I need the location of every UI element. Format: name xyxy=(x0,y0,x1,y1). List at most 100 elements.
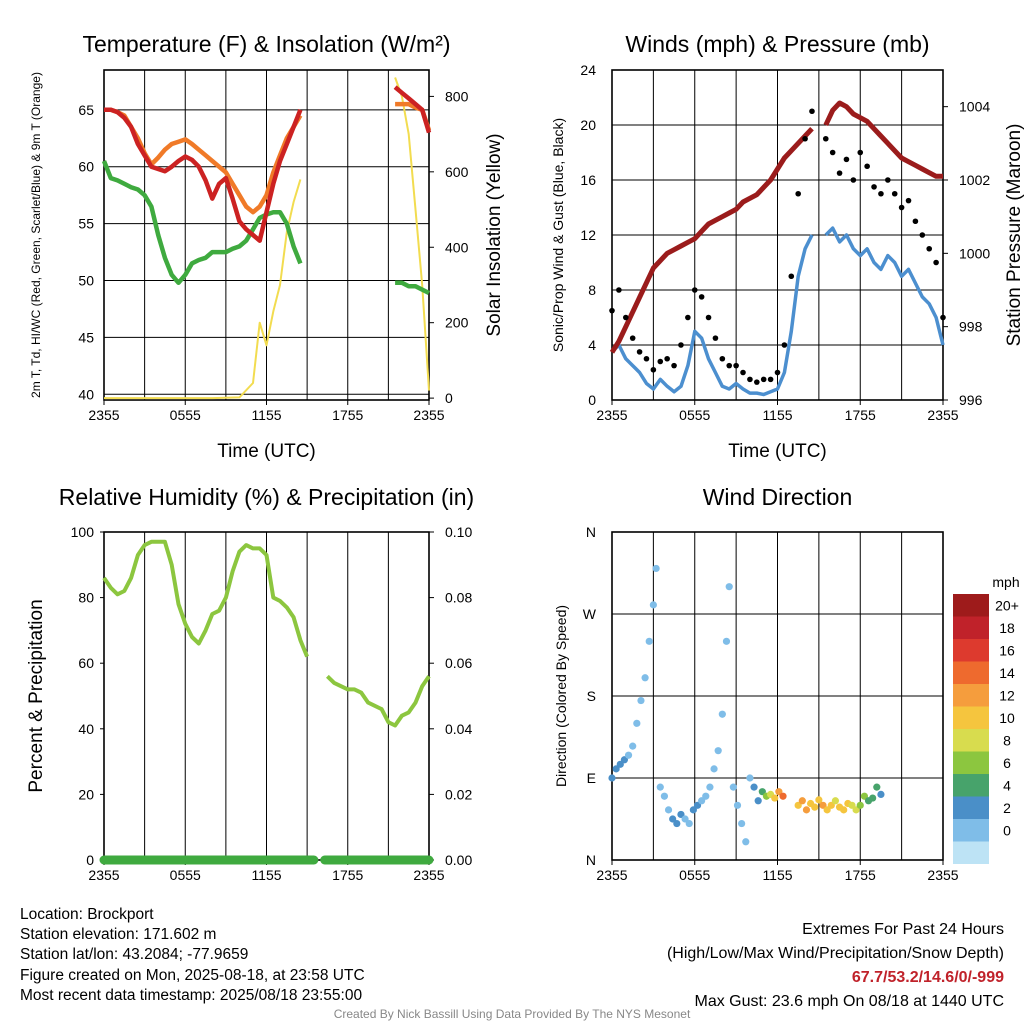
direction-point xyxy=(677,810,685,819)
gust-point xyxy=(678,342,684,348)
direction-point xyxy=(754,797,762,805)
direction-point xyxy=(802,806,811,814)
extremes-subtitle: (High/Low/Max Wind/Precipitation/Snow De… xyxy=(666,945,1004,962)
x-tick-label: 2355 xyxy=(88,867,119,883)
y-tick-label-left: 0 xyxy=(588,392,596,408)
direction-point xyxy=(649,601,657,609)
direction-tick-label: W xyxy=(583,606,597,622)
y-tick-label-right: 800 xyxy=(445,88,469,104)
series-rh xyxy=(102,539,431,728)
gust-point xyxy=(912,218,919,225)
direction-point xyxy=(771,794,779,802)
direction-point xyxy=(608,774,616,782)
elevation-text: Station elevation: 171.602 m xyxy=(20,926,217,944)
y-tick-label-right: 0.04 xyxy=(445,721,472,737)
y-tick-label-left: 8 xyxy=(588,282,596,298)
legend-swatch xyxy=(953,616,989,639)
gust-point xyxy=(664,355,670,362)
gust-point xyxy=(857,149,864,156)
temp-panel-title: Temperature (F) & Insolation (W/m²) xyxy=(82,31,450,57)
wind-right-axis-label: Station Pressure (Maroon) xyxy=(1004,124,1024,347)
direction-point xyxy=(702,792,710,800)
direction-point xyxy=(633,719,641,727)
gust-point xyxy=(636,349,643,355)
direction-point xyxy=(750,783,758,791)
direction-point xyxy=(798,797,806,805)
y-tick-label-right: 0.06 xyxy=(445,655,472,671)
x-tick-label: 2355 xyxy=(413,867,444,883)
y-tick-label-left: 4 xyxy=(588,337,596,353)
direction-point xyxy=(689,806,697,814)
legend-swatch xyxy=(953,594,989,617)
gust-point xyxy=(795,190,801,197)
series-wind xyxy=(610,226,945,397)
direction-point xyxy=(840,806,848,814)
temp-x-axis-label: Time (UTC) xyxy=(217,441,316,462)
gust-point xyxy=(781,342,788,348)
direction-point xyxy=(641,674,649,682)
y-tick-label-left: 20 xyxy=(78,786,94,802)
direction-tick-label: S xyxy=(587,688,596,704)
gust-point xyxy=(850,177,857,183)
y-tick-label-right: 200 xyxy=(445,315,469,331)
x-tick-label: 1155 xyxy=(251,867,281,883)
legend-swatch xyxy=(953,774,989,797)
direction-point xyxy=(656,783,664,791)
legend-label: 4 xyxy=(1003,777,1011,793)
gust-point xyxy=(822,135,829,142)
x-tick-label: 1155 xyxy=(251,407,281,423)
direction-point xyxy=(856,801,864,809)
gust-point xyxy=(616,287,622,293)
extremes-box: Extremes For Past 24 Hours (High/Low/Max… xyxy=(667,918,1004,1014)
gust-point xyxy=(629,335,636,341)
x-tick-label: 2355 xyxy=(413,407,444,423)
direction-point xyxy=(669,815,677,823)
gust-point xyxy=(829,149,836,156)
direction-point xyxy=(831,797,840,805)
direction-point xyxy=(706,783,714,791)
direction-point xyxy=(664,806,673,814)
y-tick-label-left: 100 xyxy=(71,524,95,540)
gust-point xyxy=(919,232,926,238)
direction-point xyxy=(660,792,669,800)
gust-point xyxy=(940,314,946,321)
y-tick-label-right: 996 xyxy=(959,392,983,408)
x-tick-label: 1755 xyxy=(332,407,363,423)
direction-tick-label: N xyxy=(586,852,596,868)
gust-point xyxy=(671,362,677,369)
gust-point xyxy=(712,335,719,341)
direction-point xyxy=(823,806,831,814)
x-tick-label: 2355 xyxy=(596,867,627,883)
direction-point xyxy=(794,801,802,809)
direction-point xyxy=(652,564,660,573)
gust-point xyxy=(747,376,753,383)
dir-panel-title: Wind Direction xyxy=(703,484,853,510)
y-tick-label-left: 60 xyxy=(78,655,94,671)
gust-point xyxy=(898,204,905,211)
x-tick-label: 0555 xyxy=(679,407,710,423)
y-tick-label-left: 16 xyxy=(580,172,596,188)
x-tick-label: 1755 xyxy=(332,867,363,883)
gust-point xyxy=(643,355,650,362)
gust-point xyxy=(926,245,933,252)
gust-point xyxy=(650,366,657,373)
legend-swatch xyxy=(953,706,989,729)
x-tick-label: 2355 xyxy=(927,867,958,883)
x-tick-label: 0555 xyxy=(170,407,201,423)
x-tick-label: 1155 xyxy=(762,407,792,423)
legend-label: 12 xyxy=(999,687,1015,703)
direction-point xyxy=(738,819,746,828)
legend-swatch xyxy=(953,729,989,752)
legend-label: 0 xyxy=(1003,822,1011,838)
direction-point xyxy=(616,760,624,768)
legend-swatch xyxy=(953,796,989,819)
direction-point xyxy=(860,792,868,800)
y-tick-label-left: 65 xyxy=(78,102,94,118)
created-text: Figure created on Mon, 2025-08-18, at 23… xyxy=(20,966,365,984)
y-tick-label-right: 998 xyxy=(959,319,983,335)
legend-swatch xyxy=(953,684,989,707)
y-tick-label-left: 60 xyxy=(78,159,94,175)
gust-point xyxy=(933,259,939,266)
x-tick-label: 1155 xyxy=(762,867,792,883)
